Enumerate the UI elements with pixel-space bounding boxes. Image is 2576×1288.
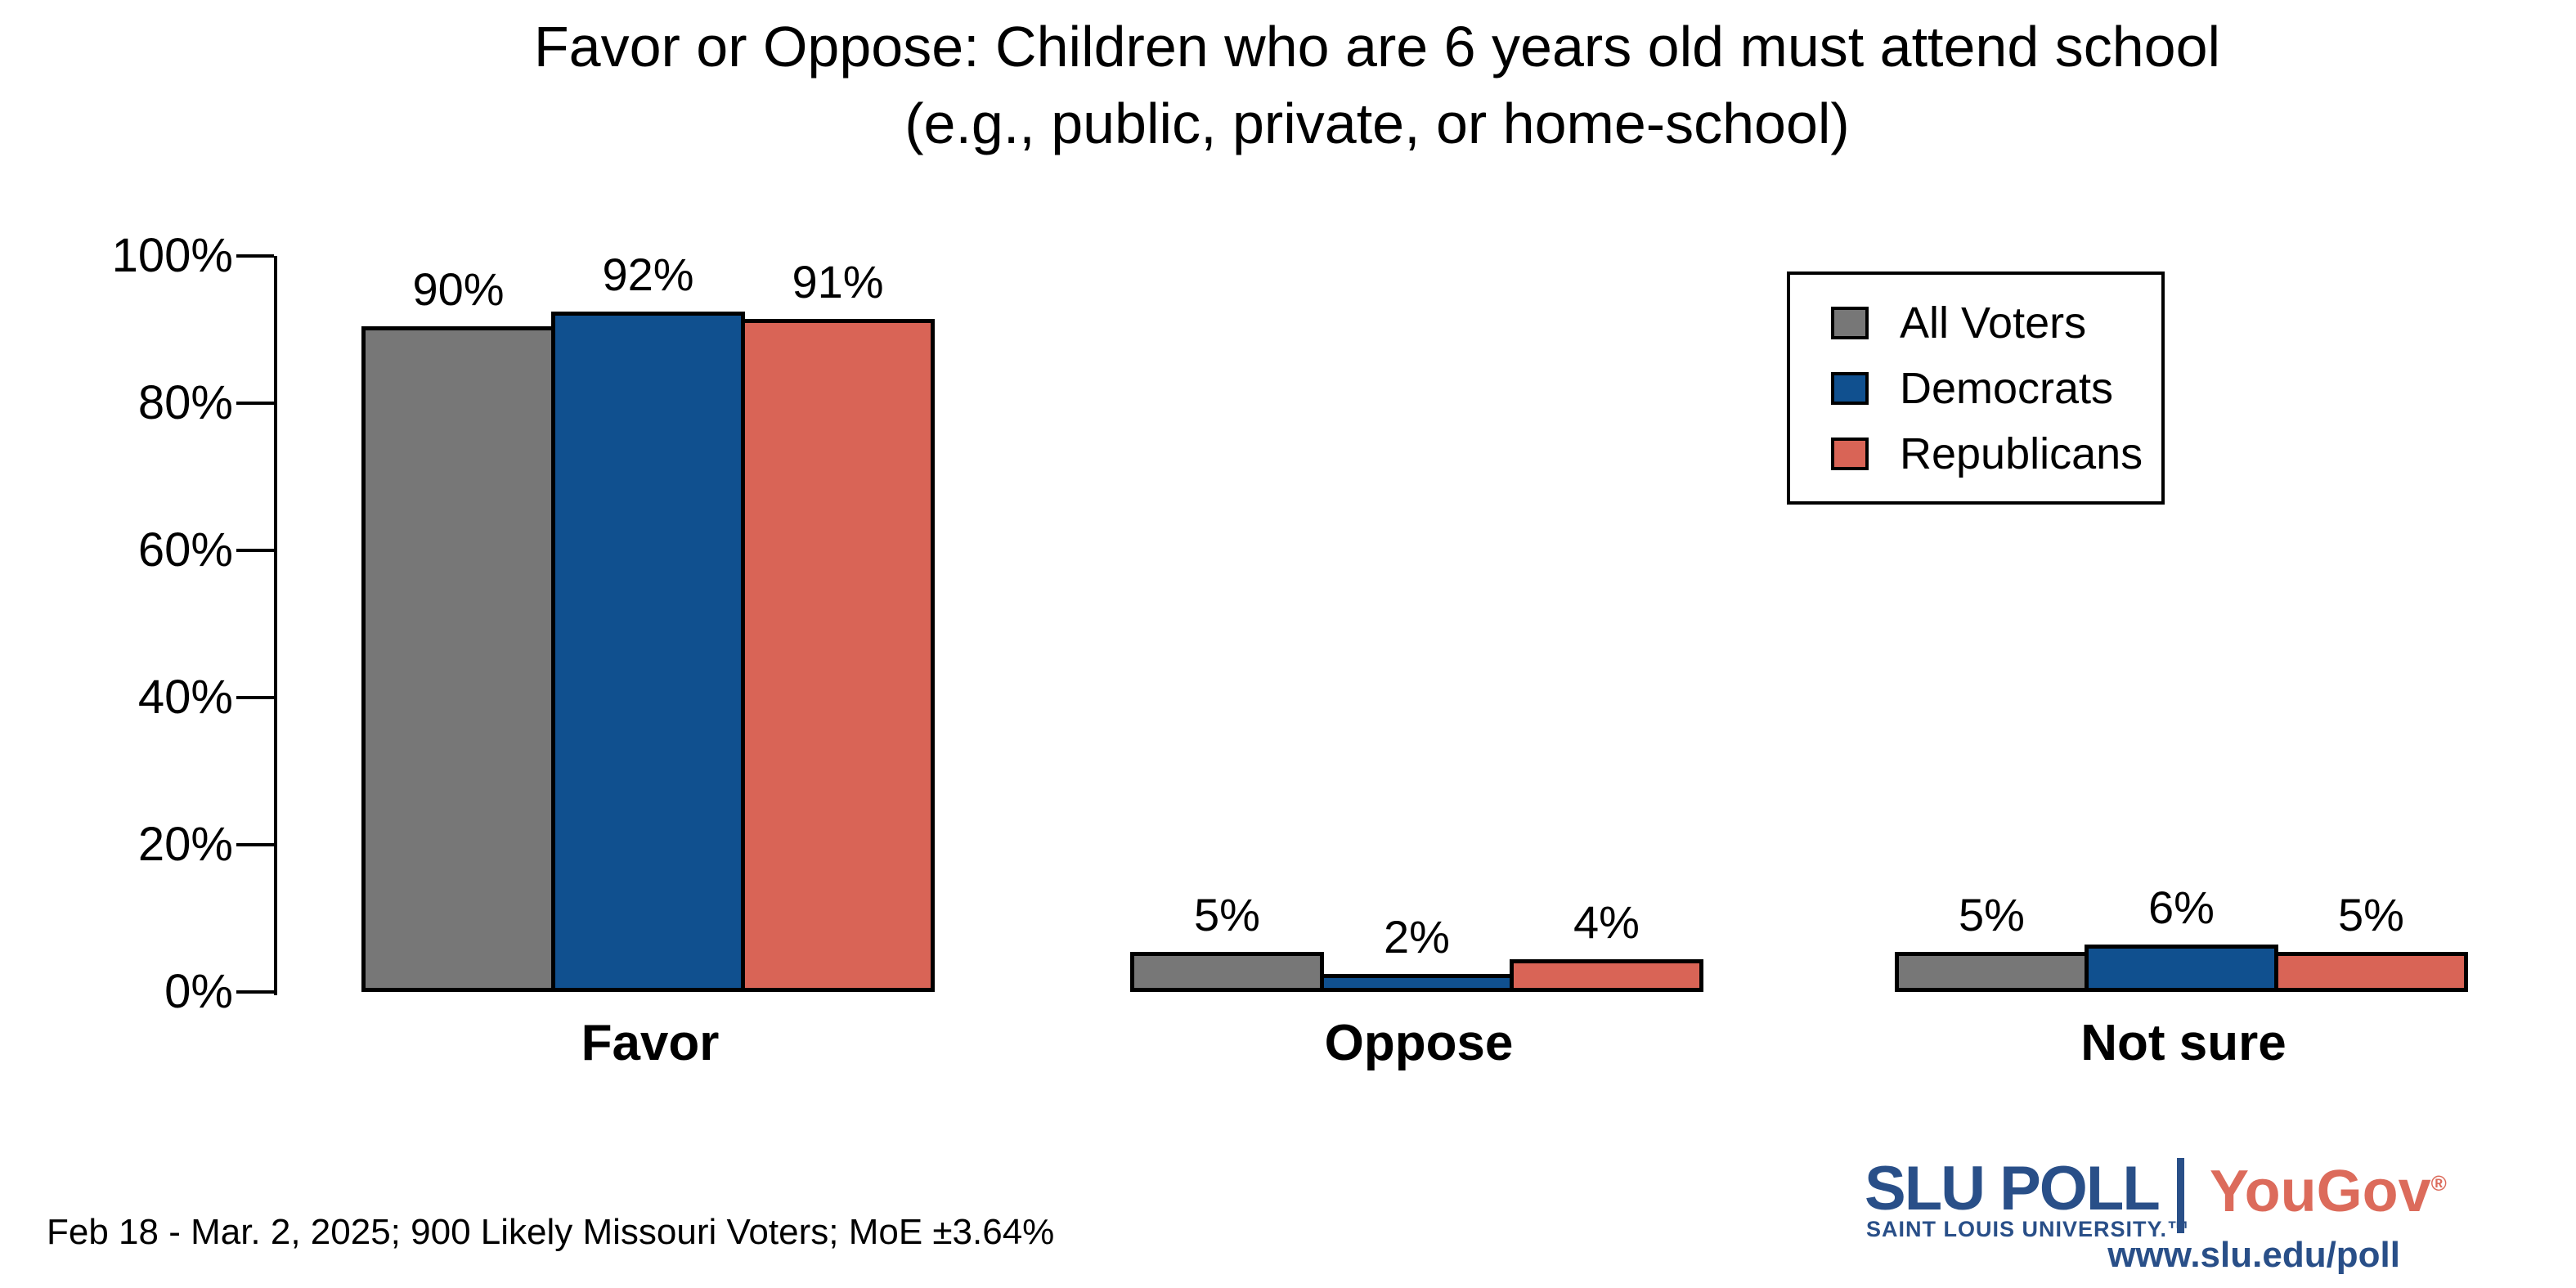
y-axis-line <box>274 256 277 995</box>
y-axis-tick-100 <box>236 254 274 258</box>
chart-title: Favor or Oppose: Children who are 6 year… <box>276 8 2479 162</box>
value-label-republicans-oppose: 4% <box>1573 896 1640 948</box>
chart-title-line2: (e.g., public, private, or home-school) <box>904 92 1850 155</box>
y-axis-tick-60 <box>236 549 274 552</box>
legend-label-republicans: Republicans <box>1900 429 2143 478</box>
logo-separator-bar <box>2177 1158 2184 1233</box>
bar-all-voters-oppose <box>1130 952 1324 992</box>
category-label-oppose: Oppose <box>1324 1015 1514 1071</box>
y-axis-tick-0 <box>236 990 274 994</box>
legend-row-republicans: Republicans <box>1831 432 2161 476</box>
value-label-republicans-favor: 91% <box>792 256 884 307</box>
category-label-favor: Favor <box>581 1015 720 1071</box>
yougov-logo-text: YouGov <box>2210 1159 2431 1224</box>
bar-republicans-favor <box>741 319 935 992</box>
value-label-democrats-favor: 92% <box>602 249 694 300</box>
y-axis-tick-40 <box>236 696 274 699</box>
survey-methodology-note: Feb 18 - Mar. 2, 2025; 900 Likely Missou… <box>47 1212 1055 1252</box>
chart-title-line1: Favor or Oppose: Children who are 6 year… <box>533 15 2221 79</box>
value-label-democrats-oppose: 2% <box>1384 911 1450 963</box>
y-axis-tick-20 <box>236 843 274 846</box>
legend-swatch-republicans <box>1831 437 1869 470</box>
bar-republicans-not-sure <box>2274 952 2468 992</box>
bar-republicans-oppose <box>1510 959 1703 992</box>
legend-label-democrats: Democrats <box>1900 363 2114 413</box>
y-axis-label-60: 60% <box>137 523 233 577</box>
value-label-all-voters-oppose: 5% <box>1194 889 1260 940</box>
bar-democrats-favor <box>551 312 745 992</box>
value-label-all-voters-not-sure: 5% <box>1959 889 2025 940</box>
y-axis-tick-80 <box>236 402 274 405</box>
legend-swatch-all-voters <box>1831 306 1869 339</box>
value-label-democrats-not-sure: 6% <box>2148 882 2215 933</box>
legend-label-all-voters: All Voters <box>1900 298 2087 348</box>
y-axis-label-40: 40% <box>137 671 233 724</box>
bar-democrats-oppose <box>1320 974 1514 992</box>
category-label-not-sure: Not sure <box>2080 1015 2287 1071</box>
legend-row-all-voters: All Voters <box>1831 301 2161 345</box>
yougov-logo: YouGov® <box>2210 1158 2447 1225</box>
legend-swatch-democrats <box>1831 371 1869 405</box>
slu-poll-logo: SLU POLL <box>1865 1154 2161 1223</box>
slu-poll-url: www.slu.edu/poll <box>2107 1235 2400 1275</box>
y-axis-label-100: 100% <box>111 229 233 282</box>
bar-democrats-not-sure <box>2085 945 2278 992</box>
value-label-republicans-not-sure: 5% <box>2338 889 2404 940</box>
chart-legend: All Voters Democrats Republicans <box>1787 272 2165 505</box>
bar-all-voters-not-sure <box>1895 952 2089 992</box>
value-label-all-voters-favor: 90% <box>412 263 505 315</box>
legend-row-democrats: Democrats <box>1831 366 2161 411</box>
bar-all-voters-favor <box>361 326 555 992</box>
y-axis-label-0: 0% <box>164 965 233 1018</box>
y-axis-label-20: 20% <box>137 818 233 871</box>
saint-louis-university-logo-text: SAINT LOUIS UNIVERSITY.™ <box>1866 1217 2191 1241</box>
registered-trademark-icon: ® <box>2430 1171 2447 1196</box>
y-axis-label-80: 80% <box>137 376 233 429</box>
